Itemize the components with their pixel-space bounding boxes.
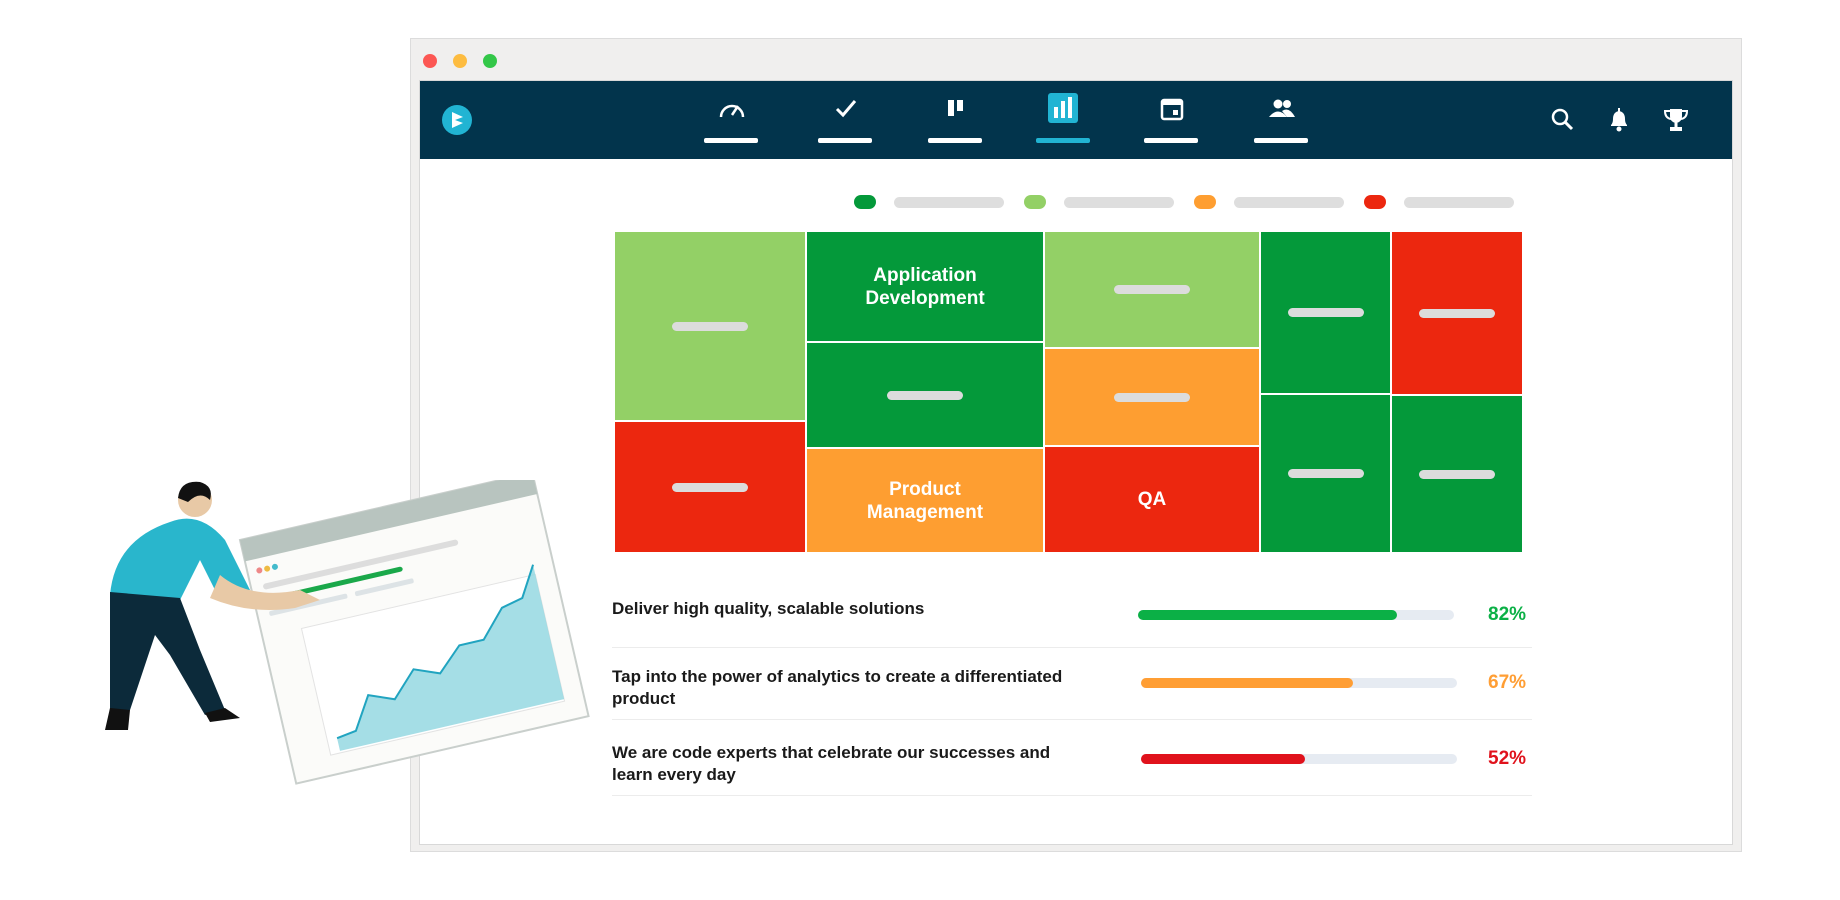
treemap-tile[interactable] bbox=[1044, 348, 1260, 446]
bar-chart-icon bbox=[1048, 93, 1078, 123]
minimize-window-button[interactable] bbox=[453, 54, 467, 68]
treemap-tile[interactable] bbox=[1260, 394, 1391, 553]
top-nav-bar bbox=[420, 81, 1732, 159]
team-treemap: Application Development Product Manageme… bbox=[614, 231, 1523, 553]
search-icon[interactable] bbox=[1550, 107, 1576, 133]
legend-swatch bbox=[1194, 195, 1216, 209]
legend-swatch bbox=[1364, 195, 1386, 209]
legend-swatch bbox=[1024, 195, 1046, 209]
nav-tasks[interactable] bbox=[816, 91, 874, 147]
person-presenting-chart-illustration bbox=[105, 480, 590, 785]
treemap-tile-app-dev[interactable]: Application Development bbox=[806, 231, 1044, 342]
nav-calendar[interactable] bbox=[1142, 91, 1200, 147]
nav-reports[interactable] bbox=[1034, 91, 1092, 147]
goal-text: Tap into the power of analytics to creat… bbox=[612, 667, 1063, 708]
legend-label-placeholder bbox=[1404, 197, 1514, 208]
goal-percent: 82% bbox=[1488, 604, 1527, 625]
board-icon bbox=[948, 100, 963, 116]
treemap-tile[interactable] bbox=[1044, 231, 1260, 348]
trophy-icon[interactable] bbox=[1662, 107, 1690, 133]
nav-dashboard[interactable] bbox=[702, 91, 760, 147]
treemap-tile[interactable] bbox=[1391, 231, 1523, 395]
legend-swatch bbox=[854, 195, 876, 209]
gauge-icon bbox=[719, 104, 745, 118]
goal-progress-fill bbox=[1138, 610, 1398, 620]
legend-label-placeholder bbox=[894, 197, 1004, 208]
tile-label: Application Development bbox=[865, 264, 985, 309]
checkmark-icon bbox=[835, 100, 857, 118]
legend-label-placeholder bbox=[1234, 197, 1344, 208]
goal-text: Deliver high quality, scalable solutions bbox=[612, 599, 925, 618]
close-window-button[interactable] bbox=[423, 54, 437, 68]
goal-progress-fill bbox=[1141, 754, 1306, 764]
bell-icon[interactable] bbox=[1606, 107, 1632, 133]
treemap-tile[interactable] bbox=[614, 421, 806, 553]
brand-logo-icon[interactable] bbox=[442, 105, 472, 135]
treemap-tile[interactable] bbox=[614, 231, 806, 421]
nav-team[interactable] bbox=[1252, 91, 1310, 147]
treemap-tile-product-mgmt[interactable]: Product Management bbox=[806, 448, 1044, 553]
tile-label: QA bbox=[1137, 489, 1167, 510]
goal-progress-track bbox=[1138, 610, 1454, 620]
tile-label: Product Management bbox=[866, 478, 984, 523]
goal-progress-fill bbox=[1141, 678, 1353, 688]
treemap-tile[interactable] bbox=[1391, 395, 1523, 553]
treemap-tile-qa[interactable]: QA bbox=[1044, 446, 1260, 553]
legend-label-placeholder bbox=[1064, 197, 1174, 208]
treemap-tile[interactable] bbox=[806, 342, 1044, 448]
goal-progress-track bbox=[1141, 678, 1457, 688]
nav-board[interactable] bbox=[926, 91, 984, 147]
goal-percent: 52% bbox=[1488, 748, 1527, 769]
calendar-icon bbox=[1160, 98, 1184, 121]
goal-percent: 67% bbox=[1488, 672, 1527, 693]
goal-row[interactable]: Deliver high quality, scalable solutions… bbox=[612, 596, 1532, 648]
team-icon bbox=[1269, 99, 1295, 117]
goal-progress-track bbox=[1141, 754, 1457, 764]
goal-row[interactable]: Tap into the power of analytics to creat… bbox=[612, 664, 1532, 720]
goal-text: We are code experts that celebrate our s… bbox=[612, 743, 1051, 784]
maximize-window-button[interactable] bbox=[483, 54, 497, 68]
treemap-tile[interactable] bbox=[1260, 231, 1391, 394]
goal-row[interactable]: We are code experts that celebrate our s… bbox=[612, 740, 1532, 796]
